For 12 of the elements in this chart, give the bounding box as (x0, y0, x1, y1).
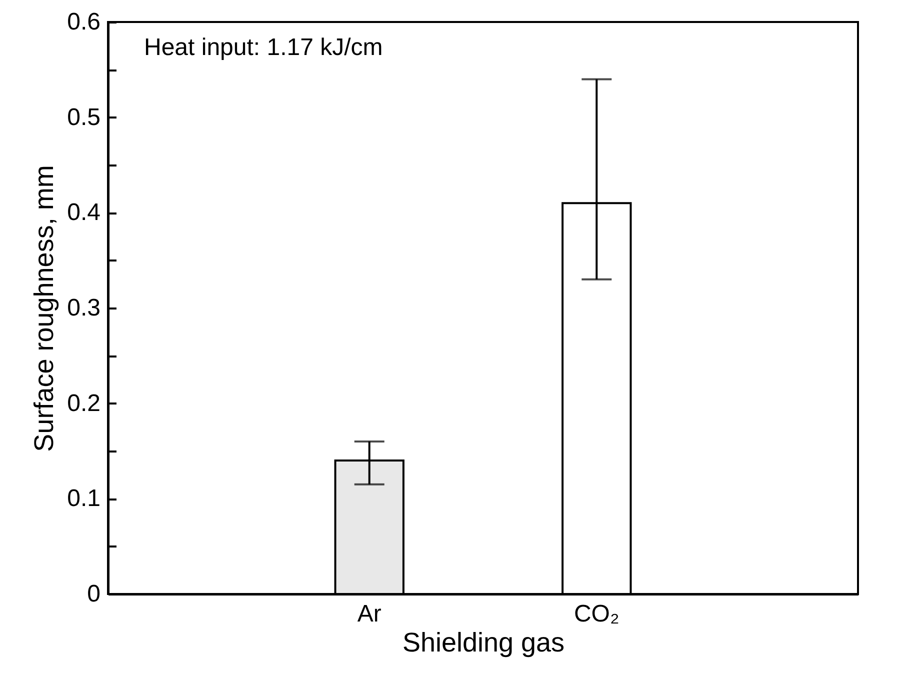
y-tick-label: 0.5 (67, 104, 100, 131)
y-tick-label: 0.6 (67, 8, 100, 36)
y-tick-label: 0.2 (67, 390, 100, 417)
y-tick-label: 0.4 (67, 199, 100, 226)
annotation: Heat input: 1.17 kJ/cm (144, 34, 383, 61)
x-tick-label: Ar (357, 600, 382, 628)
y-tick-label: 0.3 (67, 294, 100, 322)
x-axis-title: Shielding gas (402, 628, 565, 658)
y-axis-title: Surface roughness, mm (29, 165, 60, 452)
y-tick-label: 0 (87, 580, 100, 608)
y-tick-label: 0.1 (67, 485, 100, 512)
x-tick-label: CO₂ (574, 600, 620, 628)
